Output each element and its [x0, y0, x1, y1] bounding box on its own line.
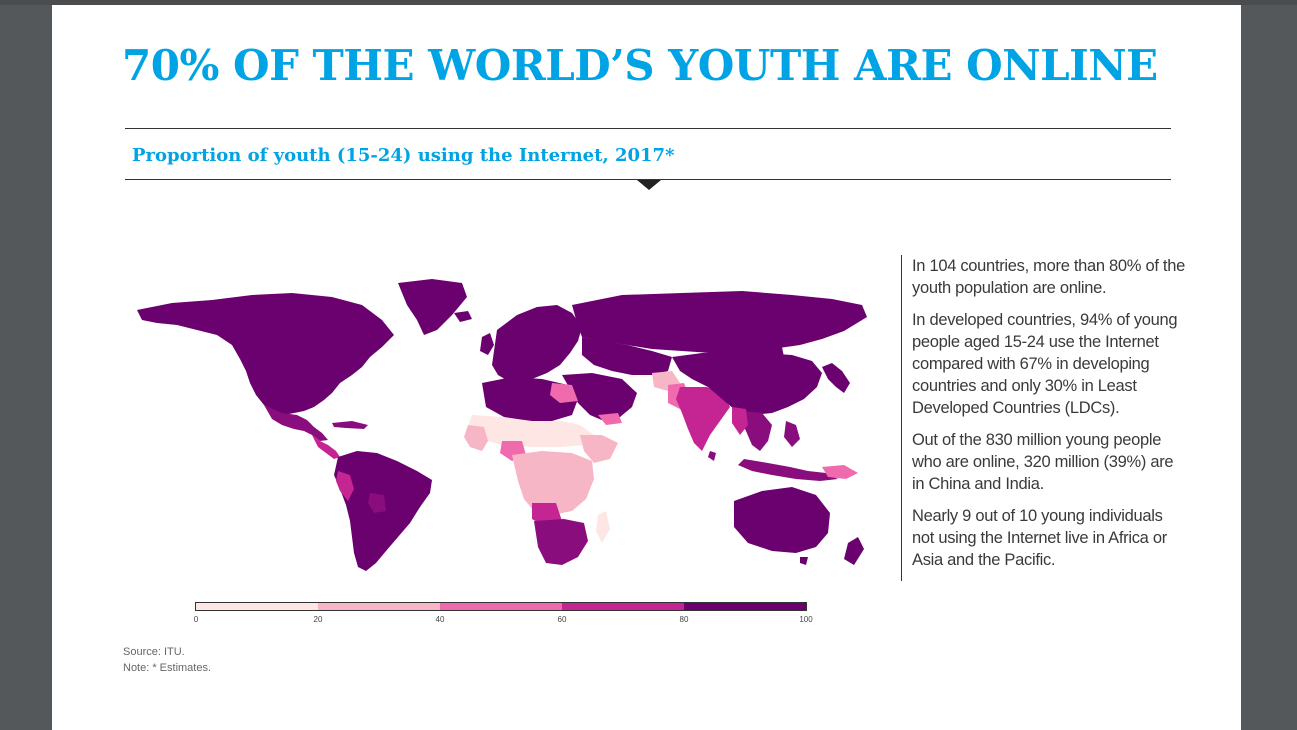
map-sri-lanka — [708, 451, 716, 461]
map-egypt — [550, 383, 578, 403]
map-greenland — [398, 279, 467, 335]
map-yemen — [598, 413, 622, 425]
map-new-zealand — [844, 537, 864, 565]
top-divider — [125, 128, 1171, 129]
legend-tick: 40 — [435, 615, 445, 624]
legend-segment-40-60 — [440, 603, 562, 610]
map-uk — [480, 333, 494, 355]
section-pointer-icon — [637, 180, 661, 190]
map-southern-africa — [534, 519, 588, 565]
map-philippines — [784, 421, 800, 447]
legend-segment-80-100 — [684, 603, 806, 610]
map-central-america — [312, 435, 340, 459]
map-caribbean — [332, 421, 368, 429]
map-horn-of-africa — [580, 435, 618, 463]
note-line: Note: * Estimates. — [123, 662, 212, 674]
source-line: Source: ITU. — [123, 646, 185, 658]
page-title: 70% OF THE WORLD’S YOUTH ARE ONLINE — [122, 41, 1158, 90]
map-indochina — [740, 411, 772, 451]
color-scale-legend: 0 20 40 60 80 100 — [193, 602, 813, 630]
map-west-africa — [464, 425, 488, 451]
map-subtitle: Proportion of youth (15-24) using the In… — [132, 145, 675, 166]
map-mexico — [264, 405, 328, 441]
map-central-asia — [582, 337, 672, 375]
fact-paragraph: In developed countries, 94% of young peo… — [912, 311, 1178, 417]
map-indonesia — [738, 459, 838, 481]
map-myanmar — [732, 407, 748, 435]
legend-segment-20-40 — [318, 603, 440, 610]
legend-tick: 0 — [193, 615, 199, 624]
map-mongolia — [712, 345, 784, 361]
key-facts-panel: In 104 countries, more than 80% of the y… — [901, 255, 1187, 581]
map-korea-japan — [822, 363, 850, 393]
map-central-africa — [512, 451, 594, 515]
map-madagascar — [596, 511, 610, 543]
map-middle-east — [562, 373, 637, 421]
map-bolivia — [368, 493, 386, 513]
map-europe — [492, 305, 582, 383]
map-russia — [572, 291, 867, 353]
fact-paragraph: In 104 countries, more than 80% of the y… — [912, 257, 1185, 297]
document-page: 70% OF THE WORLD’S YOUTH ARE ONLINE Prop… — [52, 5, 1241, 730]
map-china — [672, 351, 822, 415]
map-north-america — [137, 293, 394, 415]
map-papua — [822, 465, 858, 479]
source-note: Source: ITU. Note: * Estimates. — [123, 644, 211, 676]
legend-tick: 100 — [799, 615, 813, 624]
map-sahel — [468, 415, 594, 447]
map-south-america-andes — [336, 471, 354, 501]
legend-segment-0-20 — [196, 603, 318, 610]
legend-tick: 80 — [679, 615, 689, 624]
legend-tick: 60 — [557, 615, 567, 624]
map-tasmania — [800, 557, 808, 565]
fact-paragraph: Nearly 9 out of 10 young individuals not… — [912, 507, 1167, 569]
legend-bar — [195, 602, 807, 611]
fact-paragraph: Out of the 830 million young people who … — [912, 431, 1174, 493]
map-australia — [734, 487, 830, 553]
bottom-divider — [125, 179, 1171, 180]
legend-segment-60-80 — [562, 603, 684, 610]
map-india — [676, 387, 730, 451]
viewer-top-strip — [0, 0, 1297, 5]
map-iceland — [454, 311, 472, 322]
legend-tick: 20 — [313, 615, 323, 624]
world-map — [137, 279, 867, 571]
